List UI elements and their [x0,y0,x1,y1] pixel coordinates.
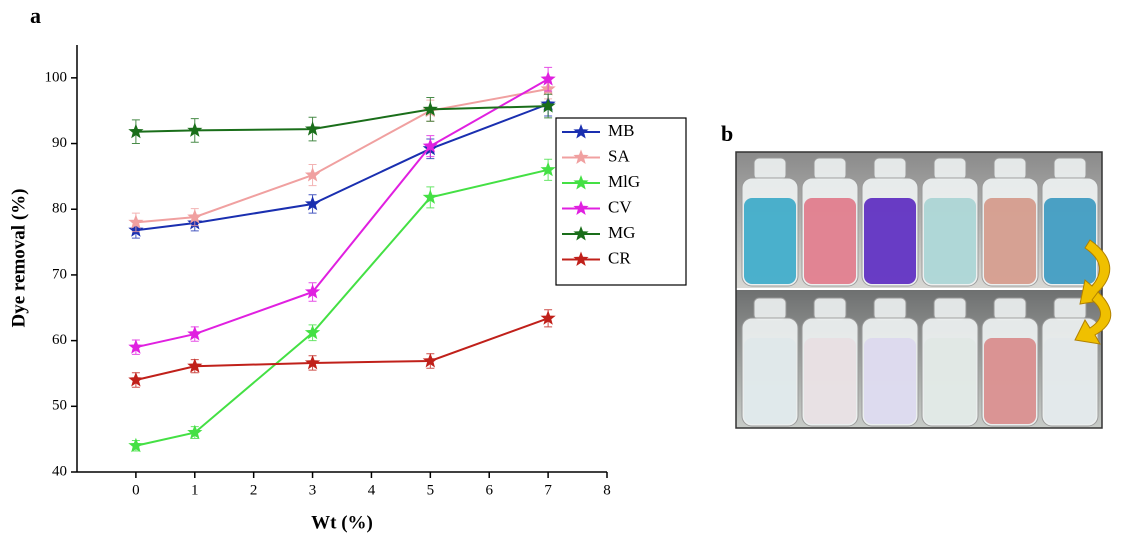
vial-neck [874,298,906,320]
x-tick-label: 4 [368,482,376,498]
y-tick-label: 60 [52,332,67,348]
y-tick-label: 90 [52,135,67,151]
x-tick-label: 0 [132,482,140,498]
photo: b [721,121,1111,428]
vial-neck [814,298,846,320]
panel-label: a [30,3,41,28]
legend-label: SA [608,146,630,165]
x-tick-label: 5 [427,482,435,498]
page: a Wt (%) Dye removal (%) b 0 1 2 3 4 5 6 7 8 40 50… [0,0,1125,540]
x-tick-label: 3 [309,482,317,498]
legend-label: CV [608,197,632,216]
vial-liquid [924,198,976,284]
panel-label: b [721,121,733,146]
vial-liquid [744,338,796,424]
vial-liquid [864,338,916,424]
vial-neck [994,298,1026,320]
y-tick-label: 50 [52,398,67,414]
vial-neck [994,158,1026,180]
vial-liquid [1044,338,1096,424]
legend-label: MG [608,223,635,242]
vial-neck [934,298,966,320]
series-line [136,89,548,222]
y-axis-label: Dye removal (%) [8,189,29,328]
vial-liquid [744,198,796,284]
vial-neck [814,158,846,180]
vial-neck [754,298,786,320]
x-tick-label: 8 [603,482,611,498]
vial-neck [1054,158,1086,180]
legend-label: MB [608,121,634,140]
vial-liquid [984,198,1036,284]
series-line [136,104,548,230]
x-tick-label: 2 [250,482,258,498]
vial-liquid [864,198,916,284]
y-tick-label: 70 [52,266,67,282]
figure: a Wt (%) Dye removal (%) b 0 1 2 3 4 5 6 7 8 40 50… [0,0,1125,540]
vial-neck [934,158,966,180]
x-tick-label: 1 [191,482,199,498]
legend-label: CR [608,248,631,267]
series-line [136,79,548,347]
vial-liquid [804,338,856,424]
y-tick-label: 80 [52,201,67,217]
legend-label: MlG [608,172,640,191]
y-tick-label: 100 [45,69,68,85]
vial-neck [754,158,786,180]
vial-liquid [1044,198,1096,284]
x-tick-label: 7 [544,482,552,498]
x-axis-label: Wt (%) [311,512,373,533]
vial-liquid [984,338,1036,424]
series-line [136,170,548,446]
vial-neck [874,158,906,180]
y-tick-label: 40 [52,463,67,479]
vial-liquid [804,198,856,284]
x-tick-label: 6 [485,482,493,498]
vial-liquid [924,338,976,424]
